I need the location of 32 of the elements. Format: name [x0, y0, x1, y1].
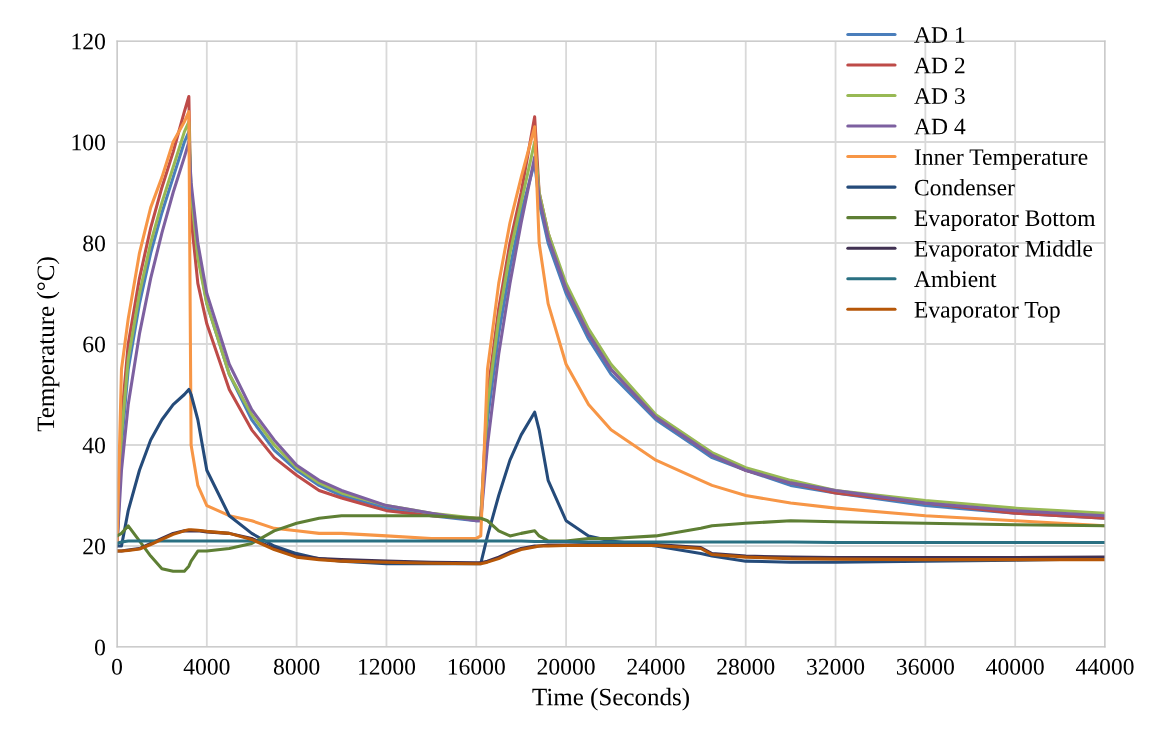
y-tick-label: 60	[83, 336, 105, 353]
y-tick-label: 0	[94, 639, 105, 656]
y-tick-label: 100	[72, 134, 105, 151]
legend-label: AD 4	[914, 118, 966, 135]
legend-label: Evaporator Bottom	[914, 210, 1096, 231]
x-axis-title: Time (Seconds)	[532, 687, 689, 711]
legend-label: AD 2	[914, 57, 965, 74]
x-tick-label: 28000	[717, 658, 775, 675]
legend-label: Ambient	[914, 270, 997, 288]
legend-label: AD 3	[914, 88, 965, 105]
legend-label: Evaporator Middle	[914, 240, 1093, 262]
legend-label: Condenser	[914, 178, 1015, 196]
y-axis-title: Temperature (°C)	[36, 257, 60, 432]
x-tick-label: 4000	[183, 658, 230, 675]
legend-label: Inner Temperature	[914, 149, 1088, 170]
y-tick-label: 120	[72, 33, 105, 50]
x-tick-label: 8000	[273, 658, 320, 675]
legend-label: Evaporator Top	[914, 302, 1060, 323]
y-tick-label: 80	[83, 235, 105, 252]
x-tick-label: 12000	[359, 658, 416, 675]
y-tick-label: 40	[82, 437, 105, 454]
line-series	[117, 514, 1105, 573]
x-tick-label: 0	[112, 658, 122, 675]
x-tick-label: 32000	[807, 658, 865, 675]
x-tick-label: 36000	[896, 658, 954, 675]
y-tick-label: 20	[83, 538, 105, 555]
legend-label: AD 1	[914, 27, 965, 43]
x-tick-label: 40000	[986, 658, 1044, 675]
x-tick-label: 24000	[627, 658, 685, 675]
x-tick-label: 16000	[448, 658, 505, 675]
x-tick-label: 20000	[537, 658, 595, 675]
x-tick-label: 44000	[1075, 658, 1134, 675]
